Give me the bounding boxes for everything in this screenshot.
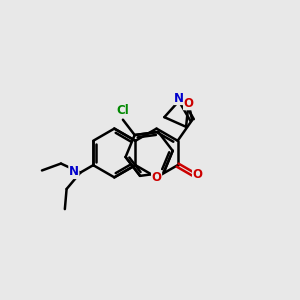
Text: O: O (184, 97, 194, 110)
Text: O: O (152, 171, 161, 184)
Text: N: N (69, 166, 79, 178)
Text: N: N (174, 92, 184, 104)
Text: Cl: Cl (116, 104, 129, 117)
Text: O: O (193, 168, 202, 181)
